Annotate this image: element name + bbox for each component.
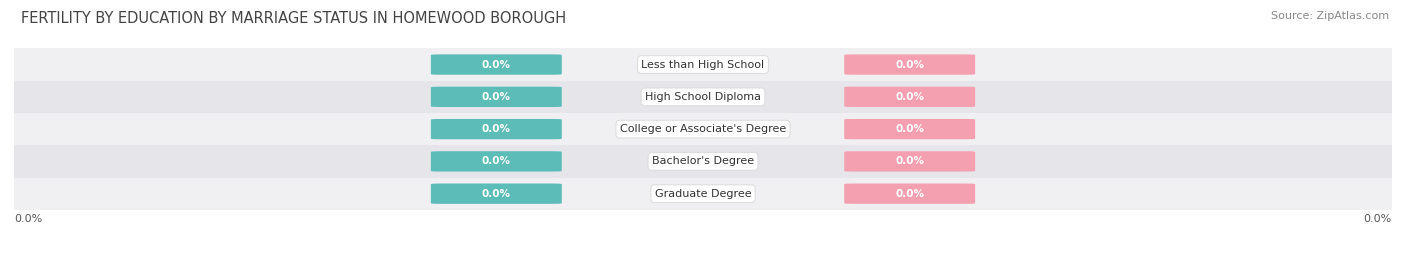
- Text: Source: ZipAtlas.com: Source: ZipAtlas.com: [1271, 11, 1389, 21]
- FancyBboxPatch shape: [430, 87, 562, 107]
- Text: 0.0%: 0.0%: [896, 124, 924, 134]
- FancyBboxPatch shape: [430, 119, 562, 139]
- Text: 0.0%: 0.0%: [1364, 214, 1392, 224]
- Text: Bachelor's Degree: Bachelor's Degree: [652, 156, 754, 167]
- FancyBboxPatch shape: [430, 183, 562, 204]
- Text: 0.0%: 0.0%: [482, 92, 510, 102]
- Text: College or Associate's Degree: College or Associate's Degree: [620, 124, 786, 134]
- Text: High School Diploma: High School Diploma: [645, 92, 761, 102]
- Text: FERTILITY BY EDUCATION BY MARRIAGE STATUS IN HOMEWOOD BOROUGH: FERTILITY BY EDUCATION BY MARRIAGE STATU…: [21, 11, 567, 26]
- Text: Less than High School: Less than High School: [641, 59, 765, 70]
- Bar: [14, 81, 1392, 113]
- Bar: [14, 178, 1392, 210]
- FancyBboxPatch shape: [844, 151, 976, 172]
- Text: 0.0%: 0.0%: [896, 59, 924, 70]
- Text: 0.0%: 0.0%: [482, 124, 510, 134]
- Text: 0.0%: 0.0%: [896, 156, 924, 167]
- Text: 0.0%: 0.0%: [896, 92, 924, 102]
- Text: Graduate Degree: Graduate Degree: [655, 189, 751, 199]
- FancyBboxPatch shape: [430, 151, 562, 172]
- Text: 0.0%: 0.0%: [896, 189, 924, 199]
- Text: 0.0%: 0.0%: [14, 214, 42, 224]
- Text: 0.0%: 0.0%: [482, 156, 510, 167]
- Text: 0.0%: 0.0%: [482, 59, 510, 70]
- Legend: Married, Unmarried: Married, Unmarried: [620, 266, 786, 269]
- Bar: [14, 48, 1392, 81]
- FancyBboxPatch shape: [844, 119, 976, 139]
- FancyBboxPatch shape: [430, 54, 562, 75]
- FancyBboxPatch shape: [844, 54, 976, 75]
- Text: 0.0%: 0.0%: [482, 189, 510, 199]
- Bar: [14, 145, 1392, 178]
- FancyBboxPatch shape: [844, 183, 976, 204]
- Bar: [14, 113, 1392, 145]
- FancyBboxPatch shape: [844, 87, 976, 107]
